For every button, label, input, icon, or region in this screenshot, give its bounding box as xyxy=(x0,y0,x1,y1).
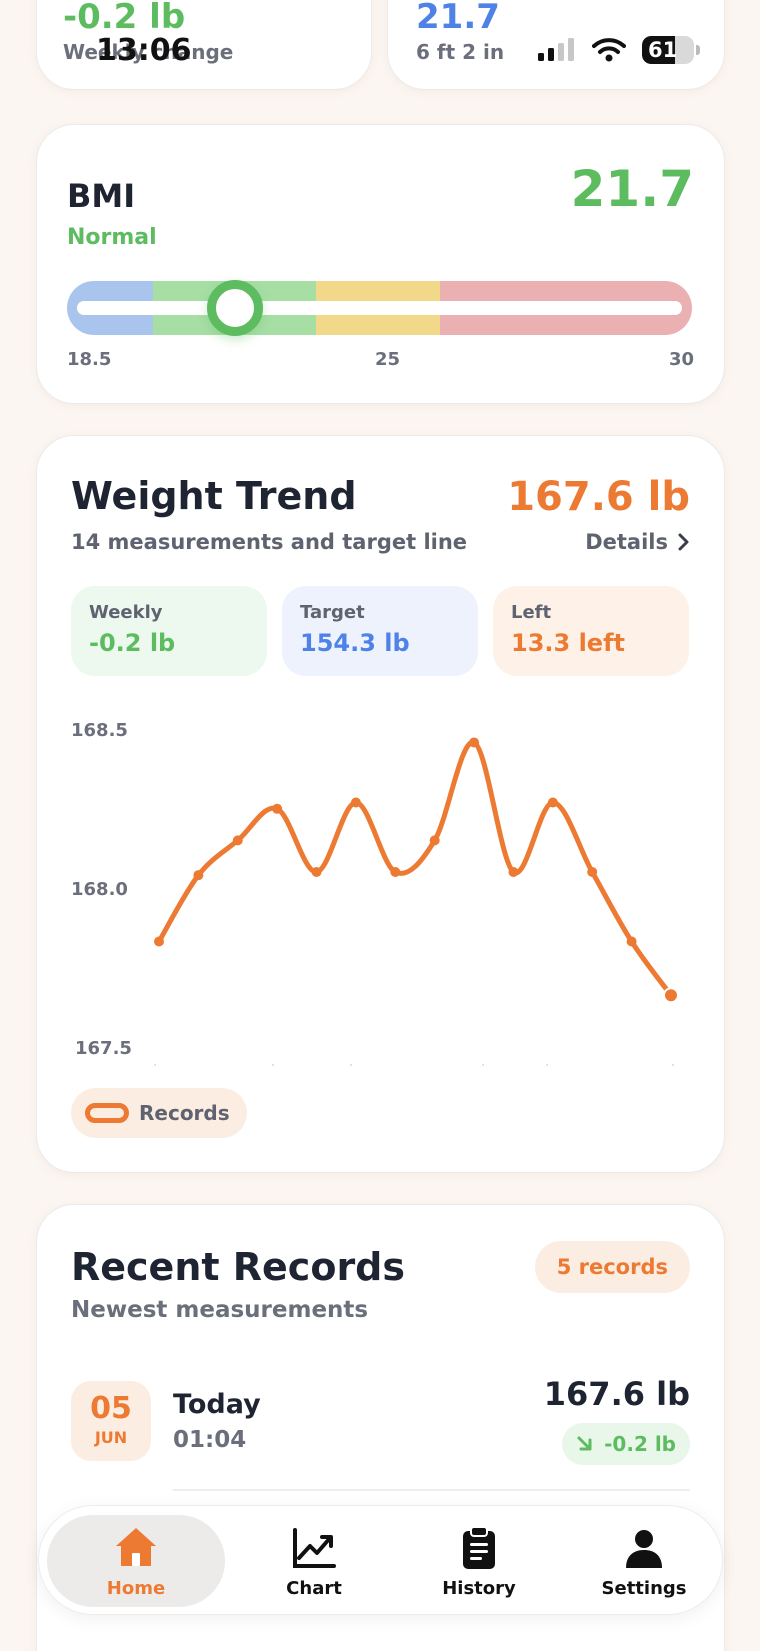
legend-records[interactable]: Records xyxy=(71,1088,247,1138)
height-label: 6 ft 2 in xyxy=(416,40,505,64)
record-day: Today xyxy=(173,1389,261,1420)
divider xyxy=(173,1489,690,1491)
battery-icon: 61 xyxy=(642,36,694,64)
record-change-badge: -0.2 lb xyxy=(562,1423,690,1465)
weekly-pill-label: Weekly xyxy=(89,602,163,623)
records-count-badge: 5 records xyxy=(534,1241,690,1293)
weekly-pill: Weekly -0.2 lb xyxy=(71,586,267,676)
record-month: JUN xyxy=(94,1428,128,1447)
bmi-tick-low: 18.5 xyxy=(67,349,112,370)
left-pill-value: 13.3 left xyxy=(511,629,625,657)
wifi-icon xyxy=(592,38,626,62)
data-point xyxy=(663,987,679,1004)
details-link[interactable]: Details xyxy=(585,530,690,554)
data-point xyxy=(626,936,637,947)
target-pill-value: 154.3 lb xyxy=(300,629,410,657)
data-point xyxy=(429,835,440,846)
tab-history[interactable]: History xyxy=(409,1506,549,1616)
bmi-status: Normal xyxy=(67,225,157,250)
recent-subtitle: Newest measurements xyxy=(71,1297,369,1323)
tab-history-label: History xyxy=(442,1577,516,1599)
status-icons: 61 xyxy=(536,36,700,64)
clipboard-icon xyxy=(463,1525,495,1569)
arrow-down-right-icon xyxy=(577,1436,592,1451)
status-time: 13:06 xyxy=(96,33,192,68)
record-change-value: -0.2 lb xyxy=(604,1432,676,1456)
legend-swatch xyxy=(85,1103,129,1123)
data-point xyxy=(154,936,164,947)
tab-settings[interactable]: Settings xyxy=(569,1506,719,1616)
data-point xyxy=(350,797,361,808)
tab-settings-label: Settings xyxy=(601,1577,687,1599)
trend-current-weight: 167.6 lb xyxy=(507,474,690,520)
home-icon xyxy=(116,1527,156,1566)
legend-label: Records xyxy=(139,1101,230,1125)
trend-subtitle: 14 measurements and target line xyxy=(71,530,468,554)
bmi-summary-value: 21.7 xyxy=(416,0,500,37)
y-tick-label: 168.0 xyxy=(71,879,128,900)
bmi-track xyxy=(77,301,682,315)
weight-trend-card: Weight Trend 167.6 lb 14 measurements an… xyxy=(36,435,725,1173)
left-pill: Left 13.3 left xyxy=(493,586,689,676)
tab-chart[interactable]: Chart xyxy=(249,1506,379,1616)
recent-title: Recent Records xyxy=(71,1245,406,1289)
record-time: 01:04 xyxy=(173,1427,247,1453)
bmi-title: BMI xyxy=(67,177,136,215)
data-point xyxy=(508,867,519,877)
tab-chart-label: Chart xyxy=(286,1577,342,1599)
target-pill-label: Target xyxy=(300,602,365,623)
tab-bar: Home Chart History Settings xyxy=(38,1505,723,1615)
details-label: Details xyxy=(585,530,668,554)
tab-home[interactable]: Home xyxy=(47,1506,225,1616)
bmi-value: 21.7 xyxy=(570,160,694,218)
bmi-indicator-knob xyxy=(207,280,263,336)
record-day-number: 05 xyxy=(90,1391,132,1426)
data-point xyxy=(469,737,480,748)
signal-icon xyxy=(538,38,574,61)
data-point xyxy=(311,867,322,877)
data-point xyxy=(272,803,283,814)
chevron-right-icon xyxy=(678,533,689,551)
bmi-tick-high: 30 xyxy=(668,349,694,370)
data-point xyxy=(547,797,558,808)
record-weight: 167.6 lb xyxy=(543,1375,690,1413)
left-pill-label: Left xyxy=(511,602,552,623)
data-point xyxy=(193,870,204,881)
data-point xyxy=(390,867,401,877)
y-tick-label: 168.5 xyxy=(71,720,128,741)
y-tick-label: 167.5 xyxy=(75,1038,132,1059)
chart-icon xyxy=(293,1527,336,1568)
bmi-tick-mid: 25 xyxy=(375,349,401,370)
data-point xyxy=(232,835,243,846)
weekly-change-value: -0.2 lb xyxy=(63,0,186,37)
weekly-change-label: Weekly change xyxy=(63,40,234,64)
weekly-pill-value: -0.2 lb xyxy=(89,629,176,657)
trend-title: Weight Trend xyxy=(71,474,357,518)
bmi-card[interactable]: BMI Normal 21.7 18.5 25 30 xyxy=(36,124,725,404)
data-point xyxy=(587,867,598,877)
tab-home-label: Home xyxy=(106,1577,166,1599)
person-icon xyxy=(626,1529,662,1568)
record-date-badge: 05 JUN xyxy=(71,1381,151,1461)
battery-level: 61 xyxy=(648,38,678,62)
weekly-change-card[interactable]: -0.2 lb Weekly change xyxy=(36,0,372,90)
target-pill: Target 154.3 lb xyxy=(282,586,478,676)
